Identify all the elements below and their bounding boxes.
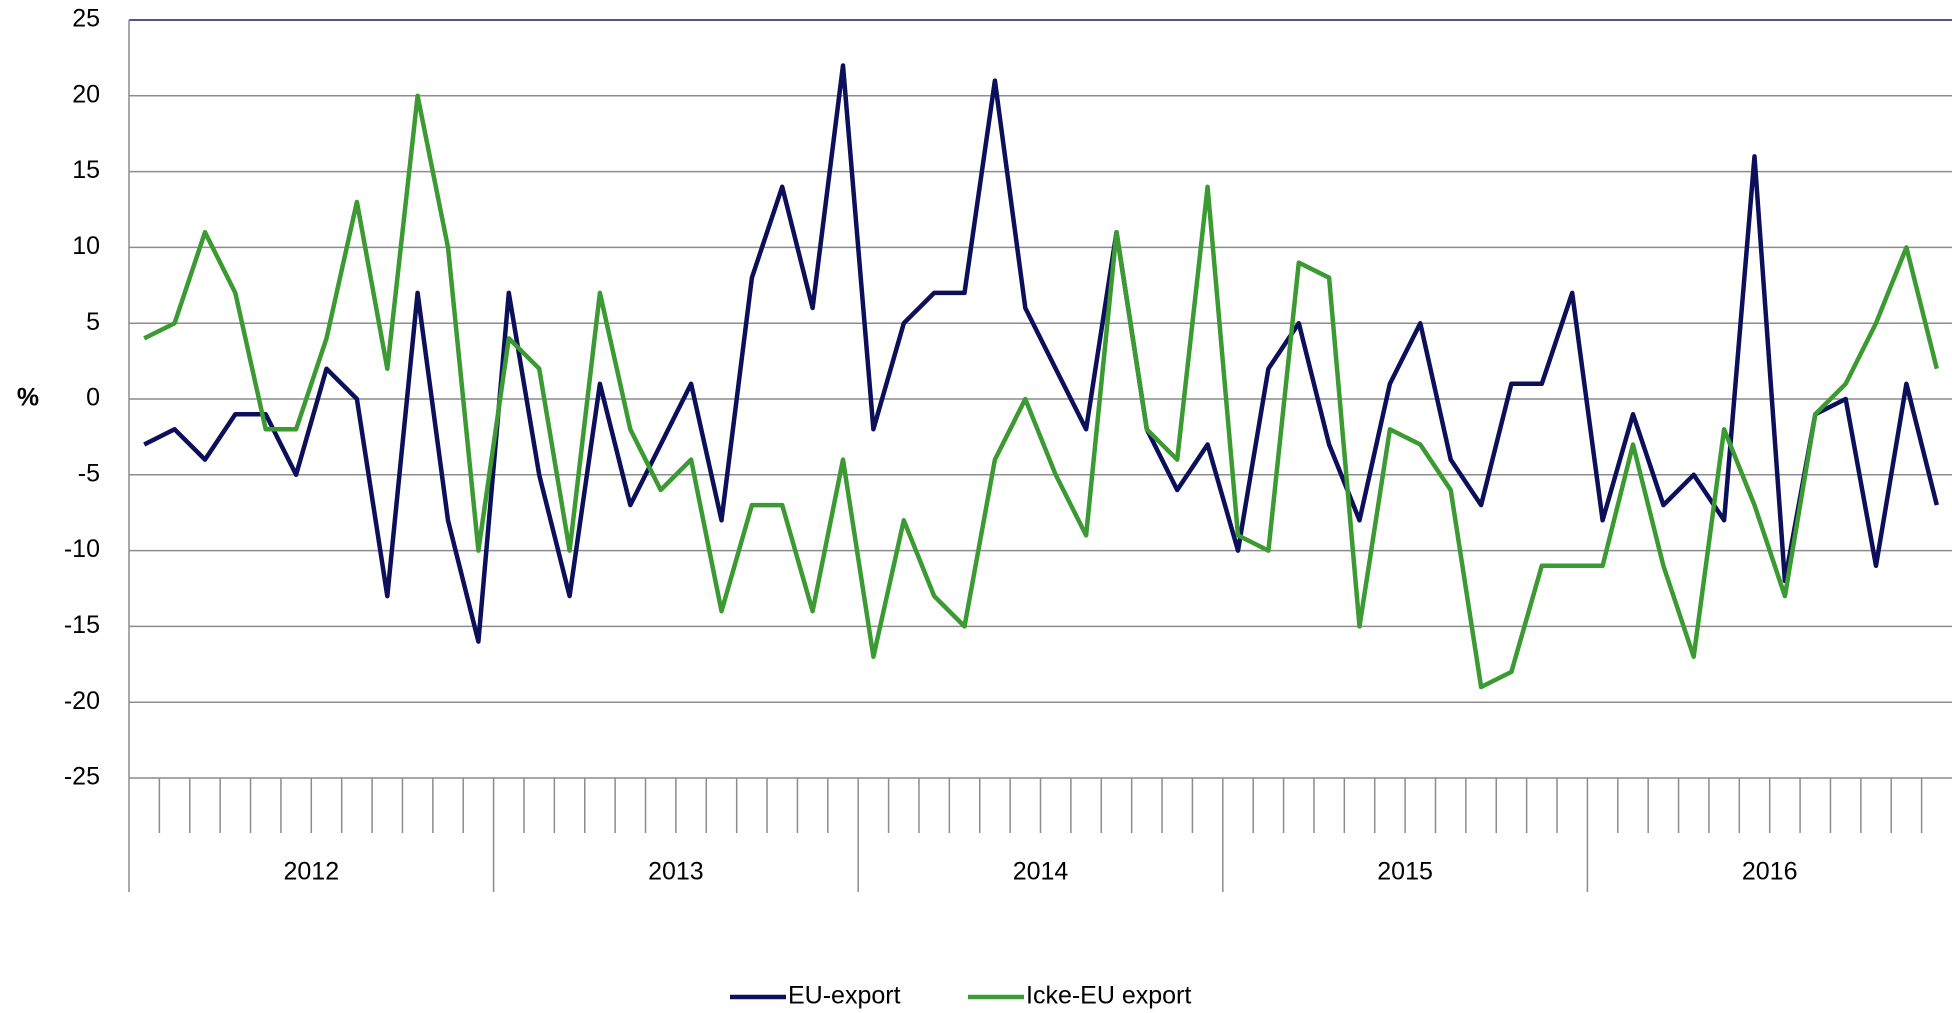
y-tick-label: 0 (86, 384, 100, 412)
year-label: 2012 (283, 858, 339, 886)
y-tick-label: 10 (72, 232, 100, 260)
y-tick-label: -20 (64, 687, 100, 715)
year-label: 2016 (1742, 858, 1798, 886)
y-tick-label: 15 (72, 156, 100, 184)
series-line (143, 63, 1939, 644)
series-line (143, 93, 1939, 690)
year-label: 2013 (648, 858, 704, 886)
y-tick-label: -15 (64, 611, 100, 639)
y-tick-label: 5 (86, 308, 100, 336)
y-tick-label: -5 (78, 459, 100, 487)
y-axis-label: % (17, 384, 39, 412)
legend-label: Icke-EU export (1026, 982, 1191, 1010)
year-label: 2015 (1377, 858, 1433, 886)
y-tick-label: 25 (72, 5, 100, 33)
legend-label: EU-export (788, 982, 901, 1010)
y-tick-label: 20 (72, 80, 100, 108)
y-tick-label: -10 (64, 535, 100, 563)
y-tick-label: -25 (64, 763, 100, 791)
year-label: 2014 (1013, 858, 1069, 886)
